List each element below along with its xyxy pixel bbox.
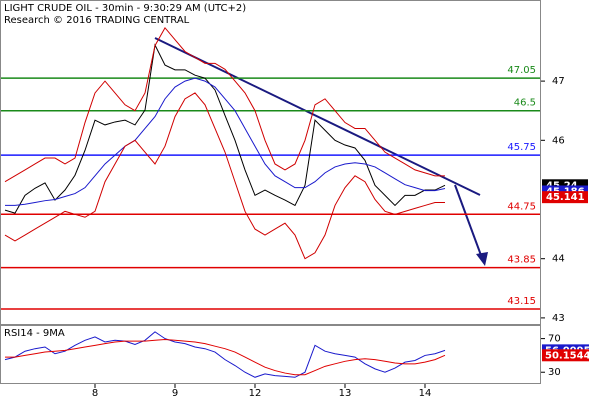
series-line [4, 43, 446, 214]
level-label: 43.15 [507, 296, 536, 307]
level-label: 46.5 [514, 98, 536, 109]
x-tick-label: 13 [339, 388, 352, 399]
y-tick-label: 47 [552, 76, 565, 87]
series-line [4, 92, 445, 260]
arrow-head [476, 252, 488, 266]
x-tick-label: 12 [249, 388, 262, 399]
y-tick-label: 46 [552, 135, 565, 146]
trend-line [154, 37, 481, 196]
price-marker [542, 191, 588, 204]
level-label: 43.85 [507, 255, 536, 266]
level-label: 45.75 [507, 142, 536, 153]
rsi-marker [542, 349, 589, 362]
y-tick-label: 44 [552, 254, 565, 265]
price-marker-label: 45.141 [546, 192, 585, 203]
forecast-arrow [454, 184, 483, 259]
chart-subtitle: Research © 2016 TRADING CENTRAL [4, 15, 190, 26]
x-tick-label: 8 [92, 388, 98, 399]
series-line [5, 77, 446, 206]
x-tick-label: 9 [172, 388, 178, 399]
rsi-y-tick-label: 70 [548, 334, 561, 345]
level-label: 44.75 [507, 201, 536, 212]
series-line [4, 26, 445, 183]
rsi-panel [0, 325, 541, 384]
chart-title: LIGHT CRUDE OIL - 30min - 9:30:29 AM (UT… [4, 3, 246, 14]
rsi-line [5, 338, 446, 376]
price-panel [0, 0, 541, 325]
rsi-marker-label: 50.1544 [545, 350, 590, 361]
y-tick-label: 43 [552, 313, 565, 324]
rsi-title: RSI14 - 9MA [4, 328, 65, 339]
x-tick-label: 14 [419, 388, 432, 399]
rsi-y-tick-label: 30 [548, 367, 561, 378]
level-label: 47.05 [507, 65, 536, 76]
rsi-line [4, 331, 446, 378]
